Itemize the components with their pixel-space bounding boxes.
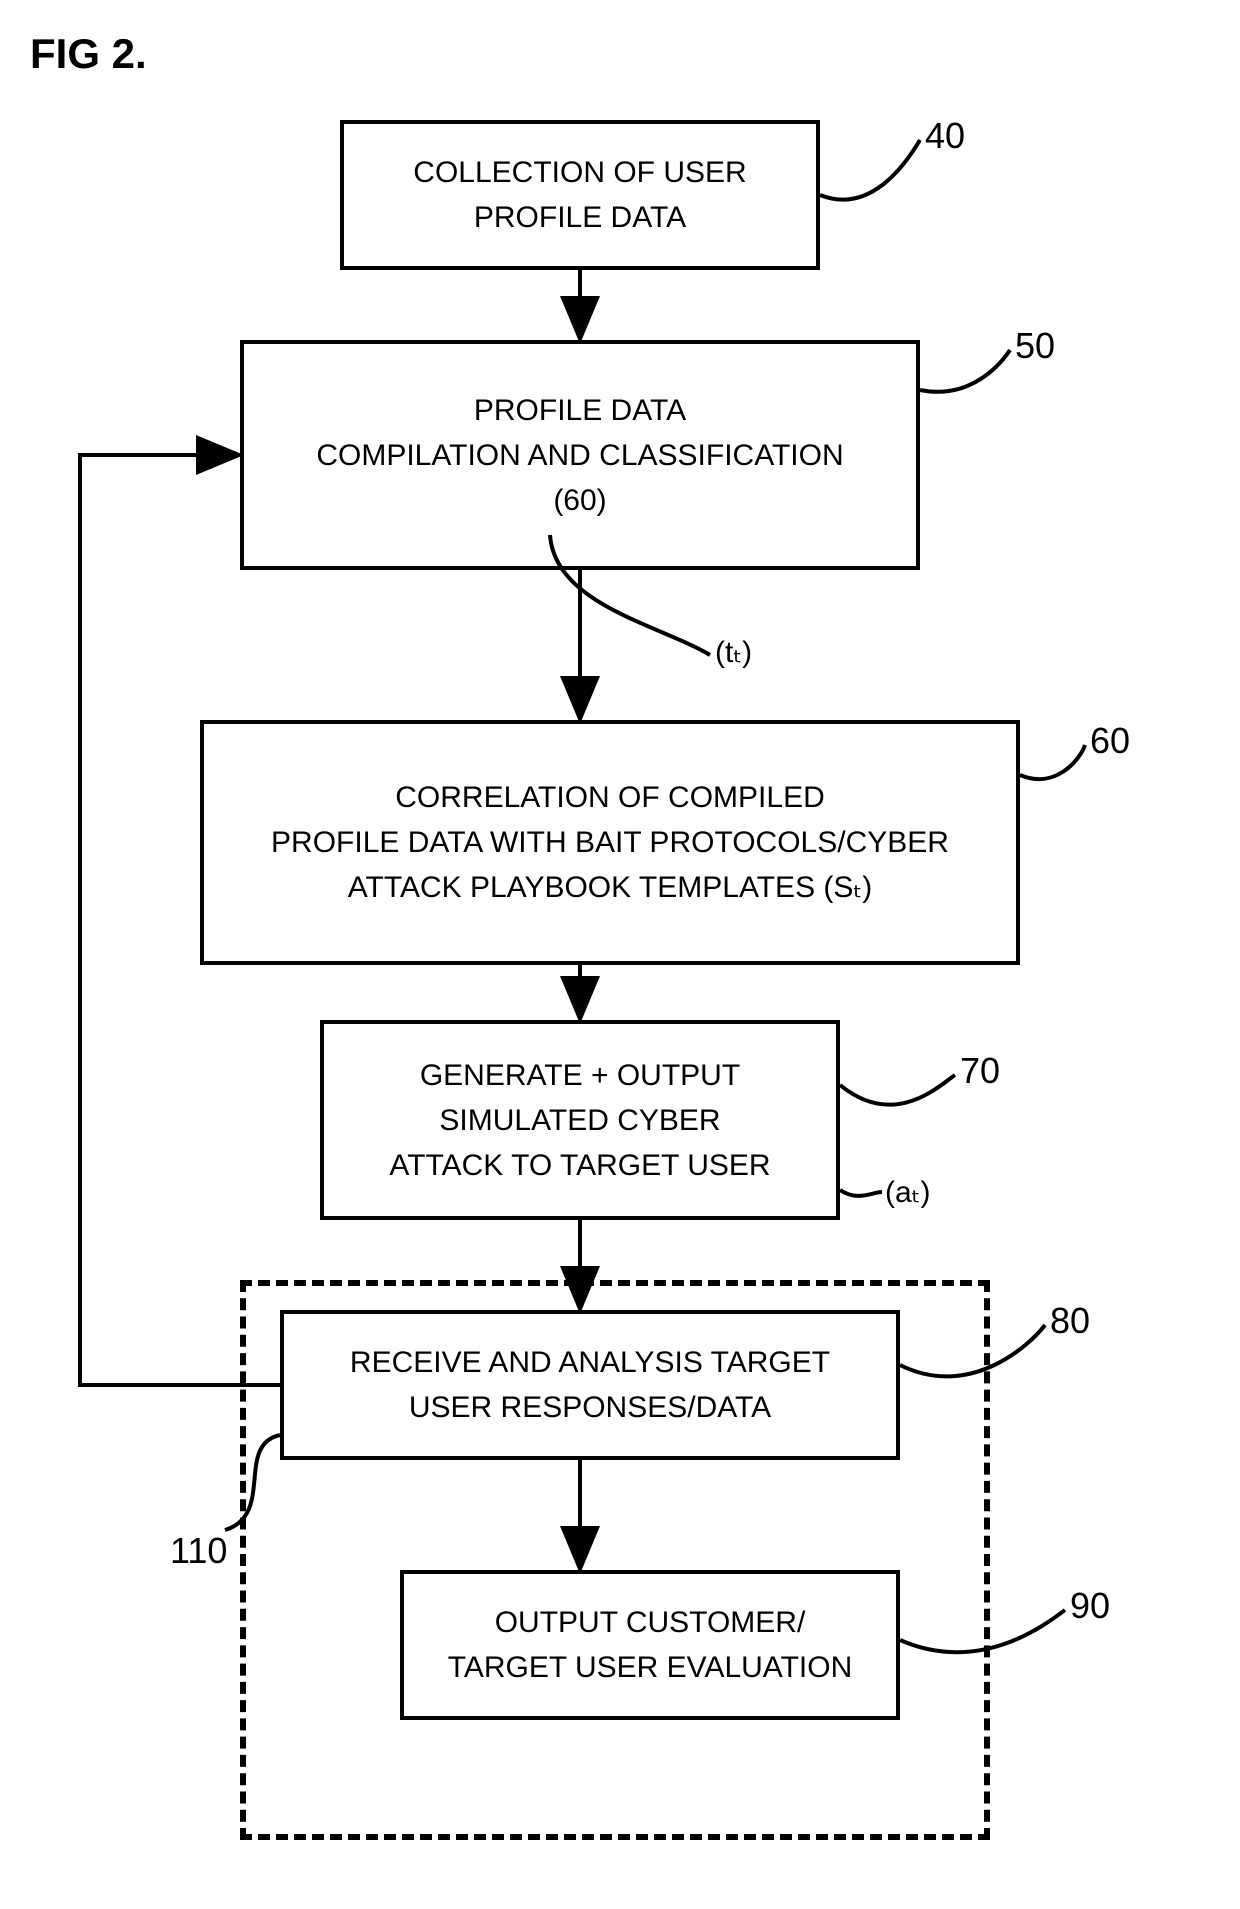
ref-label-90: 90 [1070,1585,1110,1627]
ref-label-80: 80 [1050,1300,1090,1342]
ref-label-70: 70 [960,1050,1000,1092]
annotation-tt: (tₜ) [715,635,752,670]
node-receive: RECEIVE AND ANALYSIS TARGETUSER RESPONSE… [280,1310,900,1460]
ref-label-110: 110 [170,1530,227,1572]
figure-title: FIG 2. [30,30,147,78]
node-output: OUTPUT CUSTOMER/TARGET USER EVALUATION [400,1570,900,1720]
ref-label-40: 40 [925,115,965,157]
node-generate: GENERATE + OUTPUTSIMULATED CYBERATTACK T… [320,1020,840,1220]
node-correlation: CORRELATION OF COMPILEDPROFILE DATA WITH… [200,720,1020,965]
node-collection: COLLECTION OF USERPROFILE DATA [340,120,820,270]
ref-label-60: 60 [1090,720,1130,762]
node-compilation: PROFILE DATACOMPILATION AND CLASSIFICATI… [240,340,920,570]
diagram-canvas: FIG 2. COLLECTION OF USERPROFILE DATA PR… [0,0,1240,1909]
ref-label-50: 50 [1015,325,1055,367]
annotation-at: (aₜ) [885,1175,931,1210]
